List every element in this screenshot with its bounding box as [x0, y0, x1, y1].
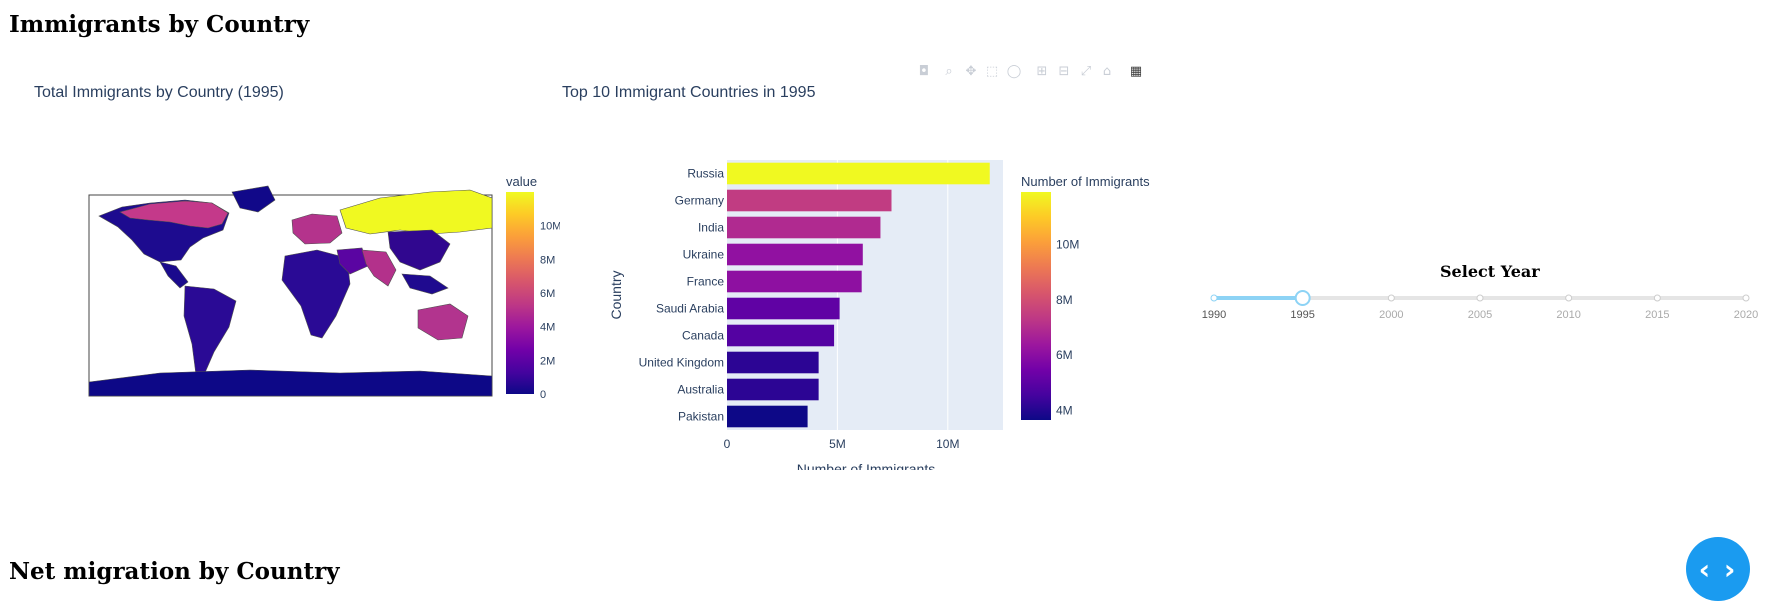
- bar-india: [727, 216, 881, 239]
- map-colorbar-tick-label: 6M: [540, 288, 555, 300]
- region-south-asia: [361, 249, 397, 287]
- map-colorbar-tick-label: 2M: [540, 355, 555, 367]
- page-title: Immigrants by Country: [9, 11, 310, 38]
- map-chart-title: Total Immigrants by Country (1995): [34, 84, 284, 101]
- map-colorbar-title: value: [506, 174, 537, 189]
- y-tick-label: Canada: [682, 329, 724, 343]
- bar-saudi-arabia: [727, 297, 840, 320]
- bar-series: [727, 162, 990, 428]
- y-tick-label: Russia: [687, 167, 724, 181]
- y-tick-label: Australia: [677, 383, 724, 397]
- lasso-icon[interactable]: ◯: [1006, 63, 1022, 79]
- region-south-america: [183, 285, 237, 376]
- slider-step-dot: [1742, 294, 1750, 302]
- bar-germany: [727, 189, 892, 212]
- bar-colorbar: [1021, 192, 1051, 420]
- y-tick-label: India: [698, 221, 724, 235]
- zoom-out-icon[interactable]: ⊟: [1058, 63, 1070, 79]
- region-east-asia: [387, 229, 451, 271]
- region-russia: [339, 189, 493, 235]
- slider-step-dot: [1565, 294, 1573, 302]
- y-axis-title: Country: [608, 270, 624, 319]
- y-tick-label: Germany: [675, 194, 724, 208]
- bar-colorbar-tick-label: 6M: [1056, 348, 1073, 362]
- slider-year-label: 2000: [1379, 309, 1403, 321]
- y-tick-label: Ukraine: [683, 248, 725, 262]
- slider-year-label: 1995: [1290, 309, 1314, 321]
- slider-title: Select Year: [1440, 262, 1540, 281]
- y-tick-label: France: [687, 275, 725, 289]
- section-title: Net migration by Country: [9, 558, 340, 585]
- box-select-icon[interactable]: ⬚: [985, 63, 999, 79]
- map-colorbar: [506, 192, 534, 394]
- bar-colorbar-ticks: 4M 6M 8M 10M: [1056, 238, 1079, 418]
- region-middle-east: [336, 247, 369, 275]
- code-toggle-button[interactable]: ‹ ›: [1686, 537, 1750, 601]
- slider-step-dot: [1653, 294, 1661, 302]
- y-tick-label: Saudi Arabia: [656, 302, 724, 316]
- slider-handle: [1294, 290, 1311, 306]
- bar-australia: [727, 378, 819, 401]
- slider-active-track: [1214, 296, 1303, 300]
- x-axis-title: Number of Immigrants: [797, 461, 935, 470]
- slider-year-label: 2010: [1556, 309, 1580, 321]
- choropleth-map[interactable]: value 0 2M 4M 6M 8M 10M: [0, 170, 560, 470]
- bar-colorbar-tick-label: 10M: [1056, 238, 1079, 252]
- bar-russia: [727, 162, 990, 185]
- slider-year-label: 2020: [1734, 309, 1758, 321]
- slider-year-label: 2015: [1645, 309, 1669, 321]
- bar-colorbar-tick-label: 4M: [1056, 403, 1073, 417]
- map-colorbar-ticks: 0 2M 4M 6M 8M 10M: [540, 221, 560, 401]
- pan-icon[interactable]: ✥: [965, 63, 977, 79]
- bar-chart-title: Top 10 Immigrant Countries in 1995: [562, 84, 816, 101]
- region-greenland: [231, 185, 276, 213]
- slider-year-label: 2005: [1468, 309, 1492, 321]
- map-colorbar-tick-label: 10M: [540, 221, 560, 233]
- region-australia: [417, 303, 469, 341]
- bar-france: [727, 270, 862, 293]
- bar-colorbar-tick-label: 8M: [1056, 293, 1073, 307]
- region-canada: [119, 200, 229, 229]
- bar-united-kingdom: [727, 351, 819, 374]
- y-tick-label: Pakistan: [678, 410, 724, 424]
- x-tick-label: 5M: [829, 437, 846, 451]
- slider-year-label: 1990: [1202, 309, 1226, 321]
- x-tick-label: 10M: [936, 437, 959, 451]
- region-antarctica: [88, 369, 493, 397]
- camera-icon[interactable]: ◘: [918, 63, 930, 79]
- bar-chart[interactable]: Russia Germany India Ukraine France Saudi Ara…: [0, 140, 1160, 470]
- region-southeast-asia: [401, 273, 449, 295]
- region-central-america: [159, 261, 189, 289]
- slider-step-dot: [1210, 294, 1218, 302]
- reset-icon[interactable]: ⌂: [1102, 63, 1112, 79]
- region-africa: [281, 249, 351, 339]
- plotly-logo-icon[interactable]: ▦: [1129, 63, 1143, 79]
- map-colorbar-tick-label: 4M: [540, 322, 555, 334]
- y-tick-label: United Kingdom: [639, 356, 724, 370]
- slider-step-dot: [1387, 294, 1395, 302]
- bar-ukraine: [727, 243, 863, 266]
- bar-colorbar-title: Number of Immigrants: [1021, 174, 1150, 189]
- bar-pakistan: [727, 405, 808, 428]
- autoscale-icon[interactable]: ⤢: [1080, 63, 1092, 79]
- bar-canada: [727, 324, 835, 347]
- zoom-in-icon[interactable]: ⊞: [1036, 63, 1048, 79]
- slider-step-dot: [1476, 294, 1484, 302]
- region-europe: [291, 213, 343, 245]
- bar-y-tick-labels: Russia Germany India Ukraine France Saudi Ara…: [639, 167, 725, 424]
- x-tick-label: 0: [724, 437, 731, 451]
- year-slider[interactable]: 1990 1995 2000 2005 2010 2015 2020: [1200, 280, 1760, 340]
- bar-x-tick-labels: 0 5M 10M: [724, 437, 960, 451]
- map-colorbar-tick-label: 0: [540, 389, 546, 401]
- zoom-icon[interactable]: ⌕: [945, 63, 953, 79]
- map-colorbar-tick-label: 8M: [540, 254, 555, 266]
